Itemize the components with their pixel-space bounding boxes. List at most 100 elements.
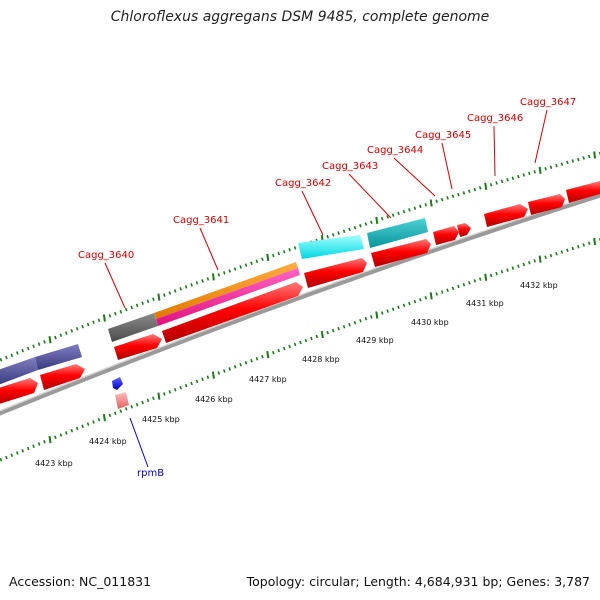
gene-label[interactable]: Cagg_3641 (173, 215, 229, 226)
minor-tick (152, 297, 155, 301)
minor-tick (217, 371, 221, 375)
minor-tick (391, 213, 395, 217)
major-tick (429, 199, 433, 207)
major-tick (266, 350, 270, 359)
minor-tick (457, 192, 460, 197)
minor-tick (473, 279, 477, 283)
cds-feature[interactable] (433, 226, 459, 245)
cds-feature[interactable] (371, 239, 431, 267)
scale-label: 4427 kbp (249, 375, 287, 384)
minor-tick (468, 281, 471, 285)
minor-tick (54, 335, 57, 340)
minor-tick (326, 234, 329, 239)
minor-tick (468, 189, 471, 193)
gene-label[interactable]: Cagg_3646 (467, 113, 523, 124)
major-tick (593, 151, 597, 159)
cds-feature[interactable] (304, 258, 367, 288)
minor-tick (435, 292, 438, 296)
minor-tick (130, 305, 133, 310)
scale-label: 4423 kbp (35, 459, 73, 468)
minor-tick (462, 282, 466, 287)
minor-tick (272, 350, 275, 355)
cds-feature[interactable] (484, 204, 528, 227)
minor-tick (86, 322, 90, 327)
minor-tick (59, 433, 63, 437)
minor-tick (549, 253, 553, 258)
cds-feature[interactable] (108, 313, 158, 342)
gene-label[interactable]: Cagg_3643 (322, 161, 378, 172)
minor-tick (419, 297, 422, 302)
minor-tick (522, 173, 526, 177)
minor-tick (402, 209, 406, 214)
minor-tick (272, 253, 275, 258)
gene-label[interactable]: Cagg_3645 (415, 130, 471, 141)
cds-feature[interactable] (35, 344, 82, 370)
gene-label[interactable]: Cagg_3640 (78, 250, 134, 261)
minor-tick (364, 317, 368, 321)
rna-feature[interactable] (115, 392, 129, 409)
cds-feature[interactable] (457, 223, 471, 237)
minor-tick (239, 363, 242, 367)
minor-tick (16, 351, 19, 355)
minor-tick (190, 283, 193, 287)
minor-tick (146, 398, 150, 403)
gene-label[interactable]: Cagg_3647 (520, 97, 576, 108)
rna-label-leader (129, 417, 149, 468)
minor-tick (446, 196, 449, 200)
minor-tick (43, 440, 46, 444)
cds-feature[interactable] (367, 218, 428, 248)
minor-tick (26, 346, 30, 351)
cds-feature[interactable] (0, 378, 38, 405)
minor-tick (190, 381, 193, 386)
minor-tick (571, 246, 575, 251)
major-tick (266, 253, 270, 262)
minor-tick (119, 409, 123, 413)
minor-tick (566, 248, 569, 252)
minor-tick (533, 259, 536, 263)
cds-feature[interactable] (40, 364, 85, 390)
minor-tick (397, 211, 400, 216)
minor-tick (37, 442, 41, 446)
cds-feature[interactable] (114, 334, 162, 360)
gene-label[interactable]: Cagg_3642 (275, 178, 331, 189)
cds-feature[interactable] (162, 282, 303, 343)
gene-label-leader (348, 173, 392, 219)
minor-tick (146, 299, 150, 304)
minor-tick (370, 220, 373, 224)
gene-label[interactable]: Cagg_3644 (367, 145, 423, 156)
minor-tick (500, 270, 504, 274)
cds-feature[interactable] (0, 357, 38, 385)
minor-tick (293, 246, 297, 250)
minor-tick (81, 324, 84, 329)
gene-label-leader (393, 157, 436, 197)
major-tick (538, 255, 542, 263)
major-tick (538, 166, 542, 174)
rna-feature[interactable] (112, 377, 123, 390)
gene-label-leader (301, 190, 324, 236)
cds-feature[interactable] (156, 268, 300, 326)
minor-tick (380, 216, 384, 221)
feature-track-lower (0, 181, 600, 405)
minor-tick (16, 451, 19, 455)
cds-feature[interactable] (298, 235, 364, 259)
minor-tick (26, 446, 30, 451)
rna-label[interactable]: rpmB (137, 468, 164, 479)
cds-feature[interactable] (528, 194, 565, 215)
minor-tick (560, 162, 564, 166)
minor-tick (478, 277, 482, 281)
minor-tick (560, 250, 564, 254)
minor-tick (92, 420, 95, 424)
minor-tick (195, 281, 199, 285)
major-tick (429, 292, 433, 300)
cds-feature[interactable] (566, 181, 600, 203)
minor-tick (293, 342, 297, 347)
minor-tick (517, 264, 520, 269)
minor-tick (533, 170, 536, 174)
accession-text: Accession: NC_011831 (9, 574, 152, 589)
cds-feature[interactable] (154, 262, 298, 319)
minor-tick (97, 318, 101, 322)
minor-tick (528, 171, 531, 176)
minor-tick (255, 356, 259, 361)
minor-tick (457, 284, 460, 289)
